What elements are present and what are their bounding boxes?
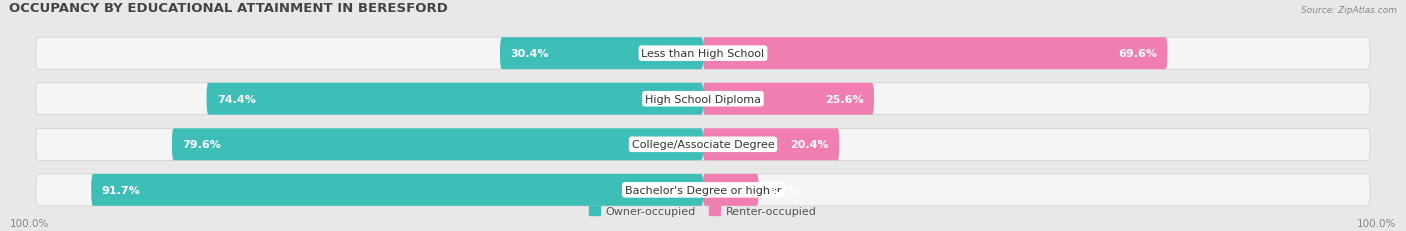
Text: 79.6%: 79.6% bbox=[183, 140, 221, 150]
FancyBboxPatch shape bbox=[703, 83, 875, 115]
FancyBboxPatch shape bbox=[703, 129, 839, 161]
Text: College/Associate Degree: College/Associate Degree bbox=[631, 140, 775, 150]
Text: 20.4%: 20.4% bbox=[790, 140, 830, 150]
FancyBboxPatch shape bbox=[172, 129, 703, 161]
Text: OCCUPANCY BY EDUCATIONAL ATTAINMENT IN BERESFORD: OCCUPANCY BY EDUCATIONAL ATTAINMENT IN B… bbox=[10, 3, 449, 15]
FancyBboxPatch shape bbox=[37, 129, 1369, 161]
Text: 100.0%: 100.0% bbox=[1357, 218, 1396, 228]
FancyBboxPatch shape bbox=[91, 174, 703, 206]
FancyBboxPatch shape bbox=[37, 174, 1369, 206]
FancyBboxPatch shape bbox=[703, 38, 1167, 70]
Text: 91.7%: 91.7% bbox=[101, 185, 141, 195]
Text: Less than High School: Less than High School bbox=[641, 49, 765, 59]
Text: 30.4%: 30.4% bbox=[510, 49, 548, 59]
FancyBboxPatch shape bbox=[501, 38, 703, 70]
FancyBboxPatch shape bbox=[37, 83, 1369, 115]
FancyBboxPatch shape bbox=[703, 174, 759, 206]
FancyBboxPatch shape bbox=[207, 83, 703, 115]
Text: 25.6%: 25.6% bbox=[825, 94, 863, 104]
Text: 74.4%: 74.4% bbox=[217, 94, 256, 104]
Text: 8.3%: 8.3% bbox=[768, 185, 799, 195]
Legend: Owner-occupied, Renter-occupied: Owner-occupied, Renter-occupied bbox=[585, 202, 821, 221]
Text: Bachelor's Degree or higher: Bachelor's Degree or higher bbox=[624, 185, 782, 195]
Text: 69.6%: 69.6% bbox=[1118, 49, 1157, 59]
Text: Source: ZipAtlas.com: Source: ZipAtlas.com bbox=[1301, 6, 1396, 15]
Text: High School Diploma: High School Diploma bbox=[645, 94, 761, 104]
Text: 100.0%: 100.0% bbox=[10, 218, 49, 228]
FancyBboxPatch shape bbox=[37, 38, 1369, 70]
